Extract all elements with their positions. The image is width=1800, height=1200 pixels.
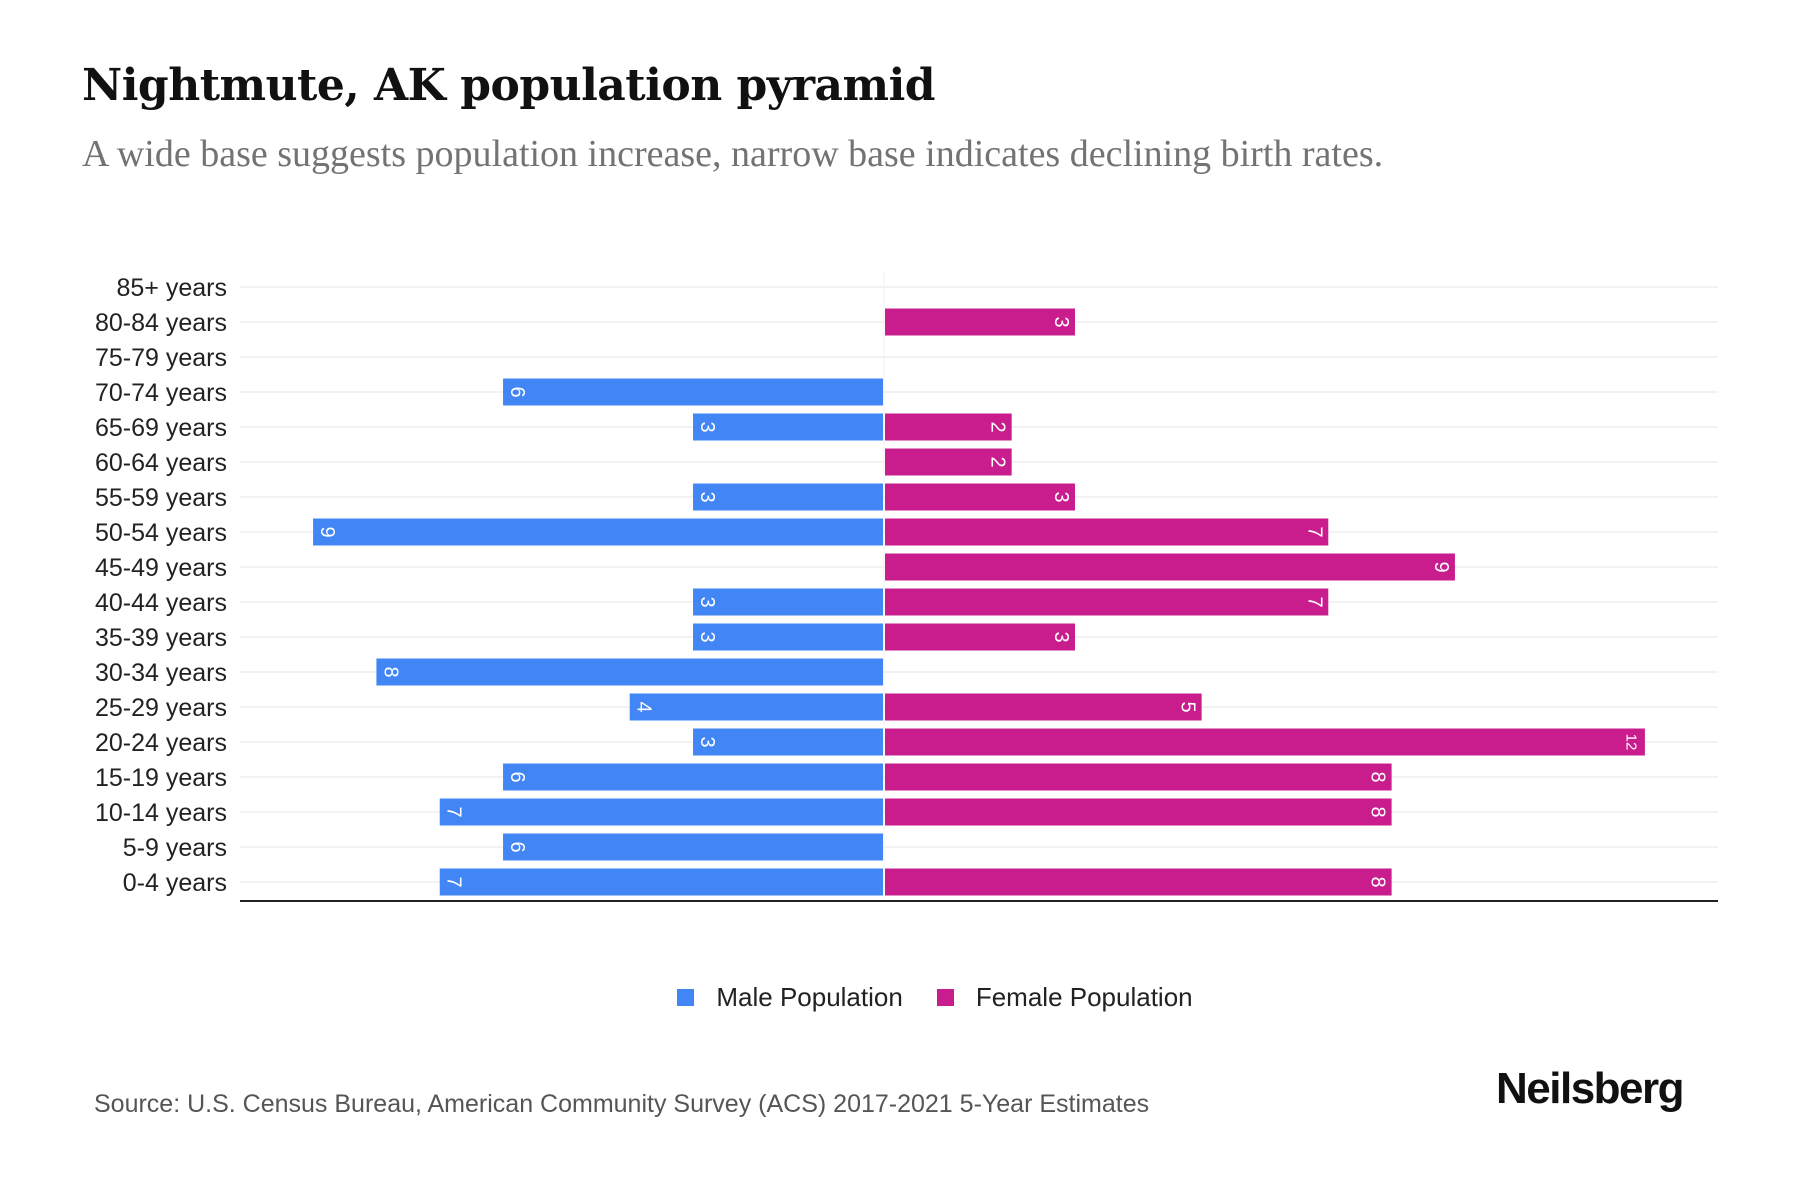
- data-label-female: 3: [1050, 491, 1072, 502]
- data-label-female: 8: [1367, 806, 1389, 817]
- bar-male[interactable]: [503, 763, 884, 791]
- legend-label-female: Female Population: [975, 982, 1193, 1012]
- bars: 6 3 3 9 3 3 8 4 3 6 7 6 7 3 2 2 3 7 9 7 3 5 12 8 8 8: [313, 308, 1645, 896]
- legend-label-male: Male Population: [716, 982, 903, 1012]
- y-tick-label: 15-19 years: [95, 764, 227, 792]
- y-tick-label: 50-54 years: [95, 519, 227, 547]
- data-label-female: 7: [1303, 526, 1325, 537]
- bar-male[interactable]: [503, 833, 884, 861]
- legend-swatch-female: [936, 989, 954, 1006]
- data-label-female: 3: [1050, 631, 1072, 642]
- y-tick-label: 65-69 years: [95, 414, 227, 442]
- data-label-male: 3: [696, 421, 718, 432]
- bar-male[interactable]: [503, 378, 884, 406]
- bar-male[interactable]: [693, 623, 884, 651]
- data-label-male: 6: [506, 386, 528, 397]
- gridlines: [240, 286, 1718, 883]
- legend: Male Population Female Population: [0, 982, 1800, 1013]
- y-tick-label: 80-84 years: [95, 309, 227, 337]
- data-label-female: 5: [1177, 701, 1199, 712]
- data-label-male: 3: [696, 596, 718, 607]
- data-label-female: 7: [1303, 596, 1325, 607]
- y-tick-label: 55-59 years: [95, 484, 227, 512]
- data-label-female: 8: [1367, 876, 1389, 887]
- y-tick-label: 60-64 years: [95, 449, 227, 477]
- y-tick-label: 20-24 years: [95, 729, 227, 757]
- bar-male[interactable]: [439, 798, 884, 826]
- chart-subtitle: A wide base suggests population increase…: [82, 133, 1384, 175]
- bar-female[interactable]: [885, 798, 1392, 826]
- bar-female[interactable]: [885, 588, 1329, 616]
- bar-female[interactable]: [885, 868, 1392, 896]
- chart-title: Nightmute, AK population pyramid: [82, 60, 936, 111]
- bar-female[interactable]: [885, 553, 1455, 581]
- bar-female[interactable]: [885, 308, 1075, 336]
- bar-male[interactable]: [693, 588, 884, 616]
- y-tick-label: 45-49 years: [95, 554, 227, 582]
- y-tick-label: 85+ years: [117, 274, 228, 302]
- data-label-male: 4: [633, 701, 655, 712]
- legend-item-male[interactable]: Male Population: [677, 982, 903, 1013]
- data-label-female: 9: [1430, 561, 1452, 572]
- data-label-female: 2: [987, 421, 1009, 432]
- bar-female[interactable]: [885, 448, 1012, 476]
- y-tick-label: 0-4 years: [123, 869, 227, 897]
- y-tick-label: 35-39 years: [95, 624, 227, 652]
- legend-swatch-male: [677, 989, 695, 1006]
- bar-male[interactable]: [693, 413, 884, 441]
- bar-male[interactable]: [693, 483, 884, 511]
- bar-female[interactable]: [885, 483, 1075, 511]
- y-tick-label: 10-14 years: [95, 799, 227, 827]
- source-note: Source: U.S. Census Bureau, American Com…: [94, 1090, 1150, 1118]
- bar-male[interactable]: [376, 658, 884, 686]
- data-label-male: 7: [443, 806, 465, 817]
- data-label-female: 3: [1050, 316, 1072, 327]
- data-label-male: 9: [316, 526, 338, 537]
- data-label-male: 8: [379, 666, 401, 677]
- data-label-female: 12: [1622, 734, 1639, 751]
- neilsberg-logo: Neilsberg: [1496, 1064, 1685, 1113]
- data-label-male: 3: [696, 736, 718, 747]
- data-label-female: 2: [987, 456, 1009, 467]
- bar-male[interactable]: [629, 693, 884, 721]
- data-label-male: 3: [696, 631, 718, 642]
- y-tick-label: 75-79 years: [95, 344, 227, 372]
- y-tick-label: 40-44 years: [95, 589, 227, 617]
- data-label-male: 7: [443, 876, 465, 887]
- bar-female[interactable]: [885, 693, 1202, 721]
- legend-item-female[interactable]: Female Population: [936, 982, 1193, 1013]
- y-tick-label: 25-29 years: [95, 694, 227, 722]
- y-axis-labels: 85+ years 80-84 years 75-79 years 70-74 yea…: [95, 274, 227, 897]
- bar-female[interactable]: [885, 518, 1329, 546]
- y-tick-label: 5-9 years: [123, 834, 227, 862]
- bar-male[interactable]: [439, 868, 884, 896]
- y-tick-label: 30-34 years: [95, 659, 227, 687]
- bar-male[interactable]: [313, 518, 884, 546]
- bar-male[interactable]: [693, 728, 884, 756]
- y-tick-label: 70-74 years: [95, 379, 227, 407]
- data-label-female: 8: [1367, 771, 1389, 782]
- bar-female[interactable]: [885, 728, 1645, 756]
- data-label-male: 6: [506, 841, 528, 852]
- data-label-male: 3: [696, 491, 718, 502]
- data-label-male: 6: [506, 771, 528, 782]
- bar-female[interactable]: [885, 413, 1012, 441]
- bar-female[interactable]: [885, 763, 1392, 791]
- bar-female[interactable]: [885, 623, 1075, 651]
